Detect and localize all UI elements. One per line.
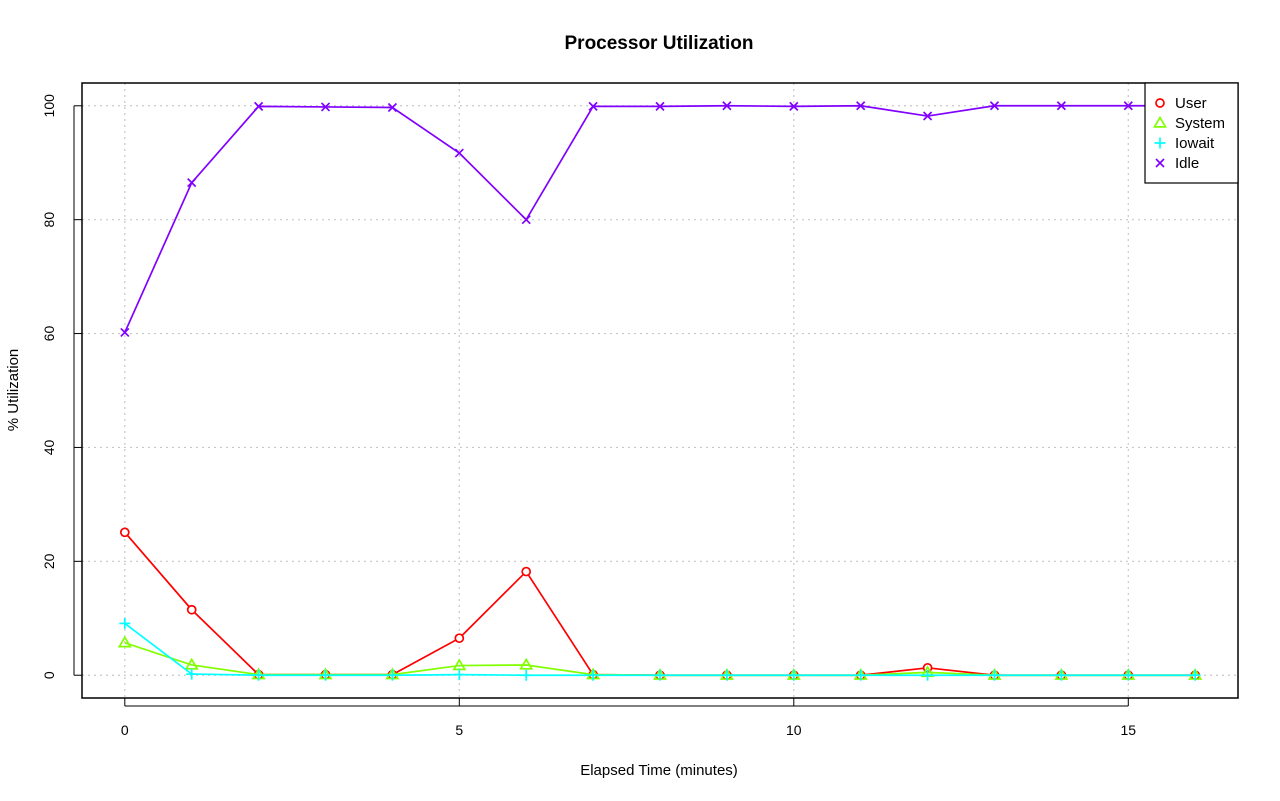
x-tick-label: 0: [121, 722, 129, 738]
x-axis-label: Elapsed Time (minutes): [580, 762, 738, 779]
data-point-iowait: [922, 669, 934, 681]
legend-label-user: User: [1175, 95, 1207, 112]
data-point-idle: [856, 101, 866, 111]
data-point-iowait: [320, 669, 332, 681]
data-point-iowait: [855, 669, 867, 681]
series-layer: [117, 101, 1203, 681]
x-axis: 0 5 10 15: [121, 698, 1136, 738]
data-point-iowait: [988, 669, 1000, 681]
data-point-user: [521, 566, 532, 577]
data-point-idle: [454, 148, 464, 158]
data-point-idle: [1123, 101, 1133, 111]
x-tick-label: 15: [1120, 722, 1136, 738]
series-iowait: [119, 617, 1201, 681]
data-point-idle: [387, 102, 398, 113]
data-point-iowait: [253, 669, 265, 681]
y-tick-label: 0: [41, 671, 57, 679]
chart-title: Processor Utilization: [565, 33, 754, 54]
data-point-iowait: [788, 669, 800, 681]
data-point-iowait: [453, 669, 465, 681]
y-tick-label: 60: [41, 326, 57, 342]
legend-item-user: User: [1155, 95, 1207, 112]
data-point-idle: [989, 101, 1000, 111]
data-point-iowait: [1189, 669, 1201, 681]
series-line-iowait: [124, 622, 1196, 677]
series-line-user: [124, 531, 1196, 677]
y-tick-label: 40: [41, 439, 57, 455]
legend-label-iowait: Iowait: [1175, 135, 1215, 152]
data-point-iowait: [721, 669, 733, 681]
data-point-iowait: [654, 669, 666, 681]
grid: [82, 83, 1238, 698]
data-point-iowait: [186, 668, 198, 680]
data-point-idle: [789, 101, 799, 111]
data-point-idle: [254, 101, 264, 111]
y-tick-label: 20: [41, 553, 57, 569]
data-point-iowait: [1122, 669, 1134, 681]
y-axis-label: % Utilization: [5, 349, 22, 432]
y-tick-label: 100: [41, 94, 57, 118]
data-point-user: [454, 633, 465, 644]
data-point-idle: [588, 101, 598, 111]
plot-frame: [81, 82, 1239, 699]
legend-marker-iowait: [1154, 137, 1166, 149]
data-point-iowait: [587, 669, 599, 681]
y-tick-label: 80: [41, 212, 57, 228]
data-point-idle: [922, 111, 933, 121]
legend-label-system: System: [1175, 115, 1225, 132]
data-point-idle: [320, 102, 331, 112]
legend-item-idle: Idle: [1155, 155, 1199, 172]
data-point-idle: [655, 101, 665, 111]
data-point-idle: [722, 101, 732, 111]
legend: User System Iowait Idle: [1144, 82, 1239, 184]
data-point-user: [186, 604, 197, 615]
data-point-iowait: [119, 617, 131, 629]
data-point-system: [519, 657, 534, 670]
data-point-iowait: [386, 669, 398, 681]
data-point-iowait: [1055, 669, 1067, 681]
series-user: [119, 527, 1201, 681]
data-point-system: [117, 635, 132, 648]
data-point-idle: [521, 215, 531, 225]
data-point-idle: [187, 178, 197, 188]
x-tick-label: 10: [786, 722, 802, 738]
legend-item-system: System: [1153, 115, 1225, 132]
legend-marker-user: [1155, 98, 1165, 108]
data-point-user: [119, 527, 130, 538]
data-point-idle: [120, 327, 130, 338]
x-tick-label: 5: [455, 722, 463, 738]
data-point-idle: [1056, 101, 1066, 111]
legend-label-idle: Idle: [1175, 155, 1199, 172]
y-axis: 0 20 40 60 80 100: [41, 94, 82, 679]
legend-marker-idle: [1155, 158, 1165, 168]
legend-item-iowait: Iowait: [1154, 135, 1215, 152]
legend-marker-system: [1153, 115, 1167, 128]
data-point-iowait: [520, 669, 532, 681]
